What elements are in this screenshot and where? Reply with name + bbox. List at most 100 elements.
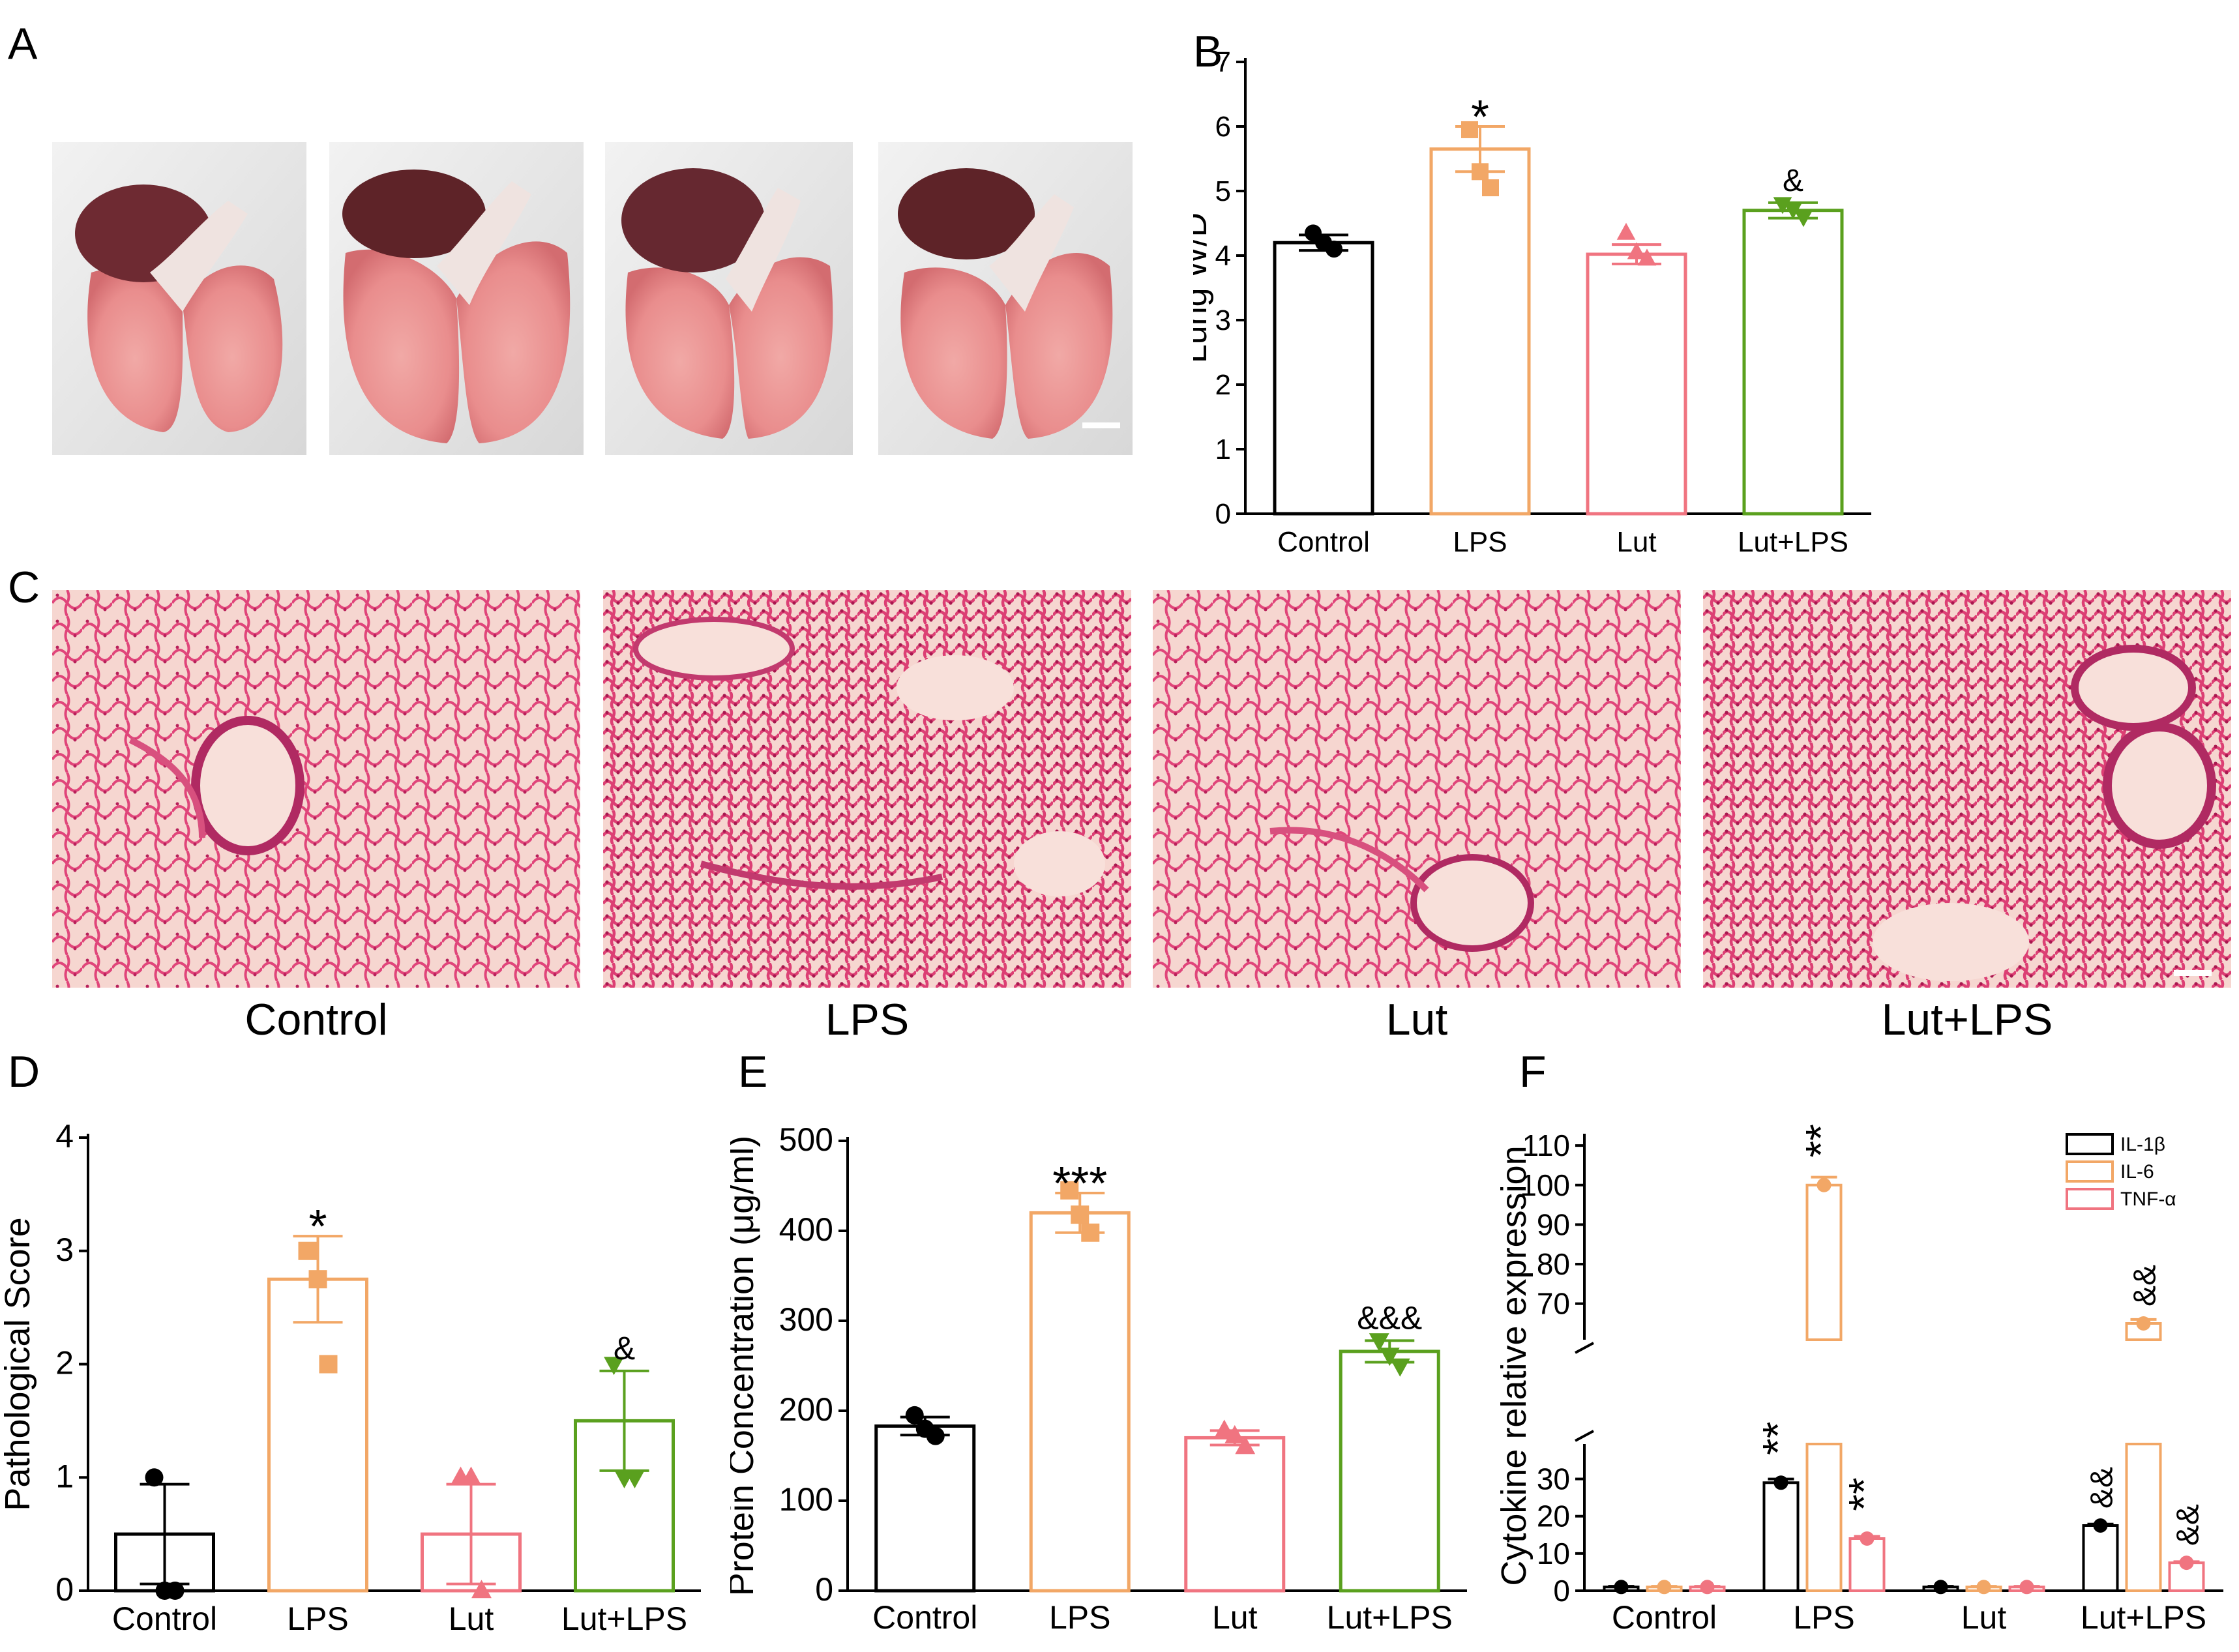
y-tick-label: 6 — [1215, 111, 1231, 143]
lung-photo-lut-lps — [878, 142, 1133, 455]
significance-annotation: & — [1783, 164, 1803, 198]
y-tick-label: 0 — [815, 1571, 833, 1608]
significance-annotation: && — [2128, 1265, 2163, 1306]
significance-annotation: * — [308, 1201, 327, 1253]
lung-photo-lut — [605, 142, 853, 455]
x-tick-label: Lut — [1961, 1599, 2007, 1636]
y-tick-label: 4 — [1215, 240, 1231, 272]
y-axis-label: Protein Concentration (μg/ml) — [730, 1136, 761, 1596]
lung-photo-lps — [329, 142, 584, 455]
y-tick-label: 300 — [779, 1301, 833, 1338]
axis-break — [1575, 1342, 1594, 1354]
data-point — [2019, 1580, 2034, 1595]
significance-annotation: *** — [1052, 1158, 1107, 1210]
y-tick-label: 1 — [1215, 434, 1231, 465]
x-tick-label: Lut+LPS — [1738, 526, 1848, 558]
x-tick-label: Lut — [1212, 1599, 1258, 1636]
bar — [874, 1424, 976, 1593]
y-tick-label: 0 — [55, 1571, 74, 1608]
x-tick-label: LPS — [287, 1600, 349, 1637]
significance-annotation: ** — [1840, 1477, 1888, 1511]
y-axis-label: Pathological Score — [0, 1217, 37, 1511]
data-point — [1472, 163, 1489, 181]
bar — [1805, 1443, 1843, 1592]
data-point — [1235, 1436, 1256, 1454]
significance-annotation: && — [2171, 1504, 2206, 1546]
histology-label-lut-lps: Lut+LPS — [1881, 995, 2053, 1044]
data-point — [145, 1468, 164, 1487]
x-tick-label: Control — [872, 1599, 977, 1636]
histology-control — [52, 590, 580, 988]
scale-bar — [2174, 970, 2212, 976]
data-point — [1627, 242, 1646, 259]
scale-bar — [1082, 422, 1120, 428]
bar — [1805, 1183, 1843, 1341]
histology-lps — [603, 590, 1131, 988]
bar — [1586, 252, 1687, 516]
legend-swatch — [2066, 1188, 2114, 1210]
y-tick-label: 80 — [1537, 1247, 1570, 1281]
x-tick-label: Control — [1612, 1599, 1717, 1636]
data-point — [1816, 1177, 1831, 1192]
x-tick-label: Control — [1277, 526, 1370, 558]
significance-annotation: &&& — [1357, 1299, 1422, 1336]
data-point — [1326, 241, 1342, 258]
chart-protein-concentration: 0 100 200 300 400 500 Protein Concentration (μ… — [730, 1121, 1467, 1636]
data-point — [471, 1580, 492, 1599]
histology-label-control: Control — [245, 995, 388, 1044]
data-point — [1616, 222, 1636, 240]
data-point — [308, 1270, 327, 1289]
y-tick-label: 200 — [779, 1391, 833, 1428]
data-point — [1060, 1181, 1079, 1200]
panel-label-d: D — [8, 1047, 40, 1097]
x-tick-label: LPS — [1453, 526, 1507, 558]
y-tick-label: 0 — [1215, 498, 1231, 530]
y-tick-label: 7 — [1215, 46, 1231, 78]
data-point — [625, 1470, 645, 1489]
data-point — [2179, 1556, 2194, 1571]
data-point — [2136, 1316, 2151, 1331]
y-axis-label: Cytokine relative expression — [1494, 1145, 1534, 1586]
data-point — [926, 1426, 945, 1445]
data-point — [1657, 1580, 1672, 1595]
panel-label-f: F — [1519, 1047, 1547, 1097]
bar — [1273, 241, 1374, 516]
panel-label-b: B — [1193, 27, 1223, 76]
data-point — [1773, 197, 1792, 214]
data-point — [461, 1466, 481, 1485]
legend-label: IL-1β — [2120, 1134, 2165, 1155]
bar — [1184, 1436, 1286, 1593]
x-tick-label: Lut+LPS — [1327, 1599, 1453, 1636]
y-tick-label: 70 — [1537, 1287, 1570, 1321]
histology-lut — [1153, 590, 1681, 988]
y-tick-label: 400 — [779, 1211, 833, 1248]
x-tick-label: Lut — [449, 1600, 494, 1637]
data-point — [1794, 210, 1813, 228]
axis-break — [1575, 1430, 1594, 1442]
y-tick-label: 500 — [779, 1121, 833, 1158]
data-point — [1224, 1424, 1245, 1443]
histology-label-lps: LPS — [825, 995, 910, 1044]
bar — [1339, 1350, 1440, 1593]
bar — [1848, 1537, 1886, 1592]
y-tick-label: 3 — [1215, 304, 1231, 336]
x-tick-label: Control — [112, 1600, 217, 1637]
data-point — [604, 1357, 624, 1376]
y-tick-label: 1 — [55, 1458, 74, 1494]
bar — [2082, 1524, 2119, 1592]
x-tick-label: LPS — [1049, 1599, 1111, 1636]
legend-label: TNF-α — [2120, 1188, 2176, 1210]
bar — [1429, 147, 1531, 516]
data-point — [1700, 1580, 1715, 1595]
y-tick-label: 5 — [1215, 175, 1231, 207]
data-point — [1379, 1348, 1400, 1366]
data-point — [1614, 1580, 1629, 1595]
significance-annotation: ** — [1797, 1124, 1845, 1157]
y-tick-label: 0 — [1553, 1574, 1570, 1608]
bar — [1762, 1481, 1800, 1592]
x-tick-label: Lut+LPS — [561, 1600, 687, 1637]
lung-photo-control — [52, 142, 306, 455]
y-tick-label: 100 — [1520, 1168, 1570, 1202]
y-tick-label: 4 — [55, 1118, 74, 1155]
y-axis-label: Lung W/D — [1193, 213, 1214, 363]
